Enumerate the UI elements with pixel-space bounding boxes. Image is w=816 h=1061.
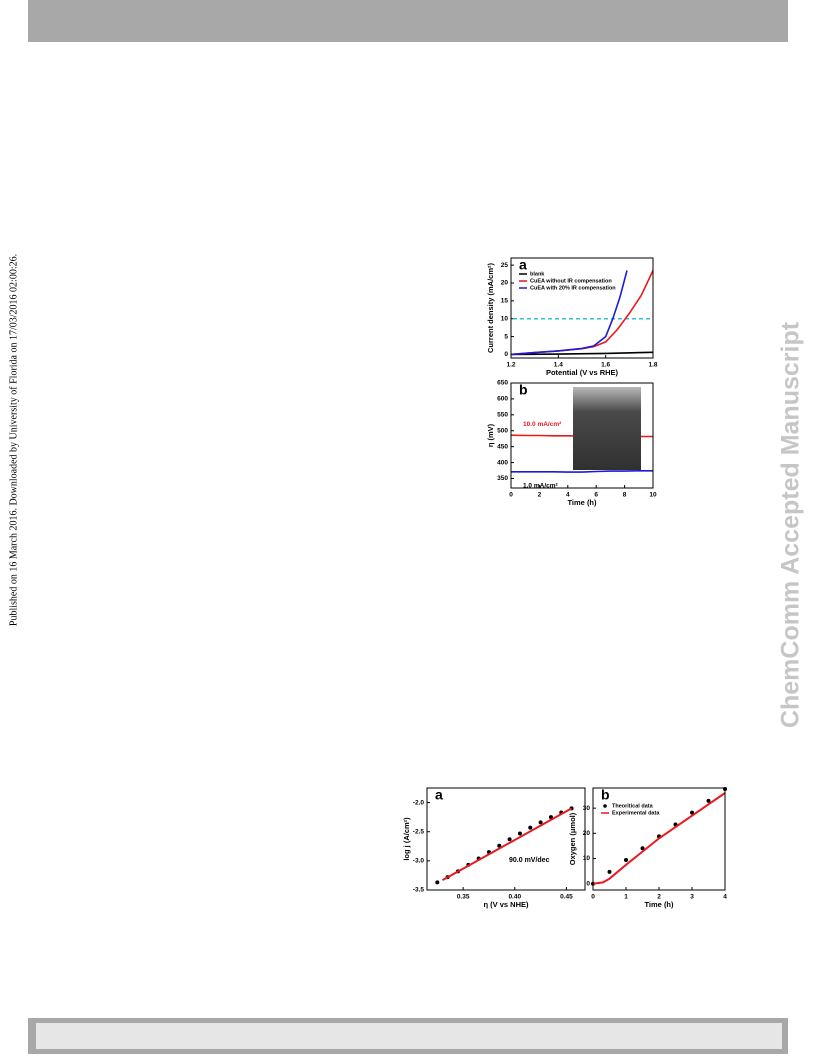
series-line xyxy=(592,792,726,885)
plot-frame xyxy=(592,787,726,891)
data-point xyxy=(528,825,533,830)
y-tick-label: 25 xyxy=(501,262,509,269)
x-tick-label: 4 xyxy=(566,492,570,499)
footer-inner xyxy=(36,1023,782,1049)
panel-label: a xyxy=(519,257,527,273)
x-axis-label: η (V vs NHE) xyxy=(483,900,529,909)
y-tick-label: 10 xyxy=(501,315,509,322)
data-point xyxy=(497,843,502,848)
y-tick-label: 400 xyxy=(497,459,508,466)
y-tick-label: 450 xyxy=(497,443,508,450)
legend-label: blank xyxy=(530,271,545,277)
plot-frame xyxy=(426,787,586,891)
panel-label: a xyxy=(435,787,443,803)
data-point xyxy=(517,831,522,836)
data-point xyxy=(706,798,711,803)
x-tick-label: 1.8 xyxy=(648,362,657,369)
series-line xyxy=(510,270,628,356)
y-tick-label: 15 xyxy=(501,298,509,305)
watermark: ChemComm Accepted Manuscript xyxy=(777,321,805,728)
legend-label: Theoritical data xyxy=(612,803,654,809)
y-tick-label: 0 xyxy=(504,351,508,358)
series-label: 10.0 mA/cm² xyxy=(523,421,562,428)
y-tick-label: 550 xyxy=(497,412,508,419)
chart: 0 2 4 6 8 10 350 400 450 500 550 600 650 Time (h) η (m… xyxy=(486,380,657,507)
x-tick-label: 8 xyxy=(623,492,627,499)
x-axis-label: Potential (V vs RHE) xyxy=(546,368,619,377)
y-tick-label: 350 xyxy=(497,475,508,482)
y-tick-label: 650 xyxy=(497,380,508,387)
x-tick-label: 0 xyxy=(509,492,513,499)
panel-label: b xyxy=(601,787,610,803)
x-tick-label: 1.6 xyxy=(601,362,610,369)
x-tick-label: 1 xyxy=(624,894,628,901)
x-axis-label: Time (h) xyxy=(644,900,674,909)
y-tick-label: -2.0 xyxy=(413,799,425,806)
annotation: 90.0 mV/dec xyxy=(509,857,550,864)
y-tick-label: 600 xyxy=(497,396,508,403)
side-note: Published on 16 March 2016. Downloaded b… xyxy=(8,254,19,626)
x-tick-label: 0.40 xyxy=(508,894,521,901)
data-point xyxy=(624,858,628,863)
y-tick-label: -3.0 xyxy=(413,858,425,865)
x-tick-label: 6 xyxy=(594,492,598,499)
x-tick-label: 1.2 xyxy=(506,362,515,369)
legend-label: Experimental data xyxy=(612,810,660,816)
plot-frame xyxy=(510,257,654,359)
y-tick-label: 10 xyxy=(583,855,591,862)
y-tick-label: 0 xyxy=(586,880,590,887)
y-tick-label: 500 xyxy=(497,427,508,434)
series-line xyxy=(511,470,653,473)
y-tick-label: 30 xyxy=(583,805,591,812)
legend-label: CuEA without IR compensation xyxy=(530,278,612,284)
chart: 1.2 1.4 1.6 1.8 0 5 10 15 20 25 Potential (V vs RH… xyxy=(486,257,658,377)
y-tick-label: 20 xyxy=(501,280,509,287)
x-tick-label: 0.45 xyxy=(560,894,573,901)
x-tick-label: 2 xyxy=(657,894,661,901)
y-tick-label: -3.5 xyxy=(413,887,425,894)
chart: 0.35 0.40 0.45 -2.0 -2.5 -3.0 -3.5 η (V vs NHE)… xyxy=(402,787,586,909)
y-tick-label: 5 xyxy=(504,333,508,340)
x-tick-label: 10 xyxy=(649,492,657,499)
y-axis-label: Oxygen (μmol) xyxy=(568,812,577,865)
header-bar xyxy=(28,0,788,42)
y-axis-label: η (mV) xyxy=(486,423,495,447)
legend-label: CuEA with 20% IR compensation xyxy=(530,285,616,291)
x-tick-label: 3 xyxy=(690,894,694,901)
data-point xyxy=(690,810,694,815)
data-point xyxy=(507,837,512,842)
x-tick-label: 4 xyxy=(723,894,727,901)
y-axis-label: Current density (mA/cm²) xyxy=(486,262,495,353)
series-line xyxy=(442,807,573,881)
data-point xyxy=(607,869,612,874)
plot-frame xyxy=(510,382,654,489)
data-point xyxy=(435,880,440,885)
y-tick-label: 20 xyxy=(583,830,591,837)
x-tick-label: 0.35 xyxy=(457,894,470,901)
series-label: 1.0 mA/cm² xyxy=(523,482,559,489)
x-tick-label: 1.4 xyxy=(554,362,563,369)
data-point xyxy=(640,846,645,851)
data-point xyxy=(548,815,553,820)
series-line xyxy=(510,351,654,356)
chart: 0 1 2 3 4 0 10 20 30 Time (h) Oxygen (μmol) bTheori… xyxy=(568,787,727,909)
x-axis-label: Time (h) xyxy=(567,498,597,507)
y-tick-label: -2.5 xyxy=(413,828,425,835)
x-tick-label: 0 xyxy=(591,894,595,901)
y-axis-label: log j (A/cm²) xyxy=(402,817,411,861)
panel-label: b xyxy=(519,382,528,398)
legend-swatch xyxy=(603,804,607,808)
x-tick-label: 2 xyxy=(538,492,542,499)
data-point xyxy=(538,820,543,825)
inset-photo xyxy=(573,387,641,470)
